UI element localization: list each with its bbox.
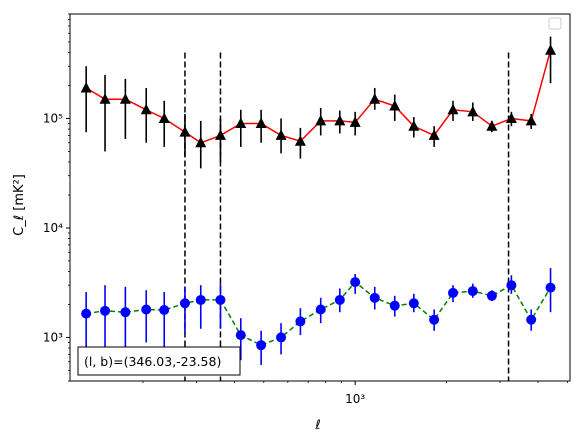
series-1-point: [334, 114, 346, 126]
series-1-point: [214, 129, 226, 140]
series-2-point: [429, 314, 440, 325]
series-2-point: [179, 298, 190, 309]
series-2-point: [235, 330, 246, 341]
series-2-point: [195, 294, 206, 305]
series-2-point: [215, 294, 226, 305]
series-2-point: [159, 305, 170, 316]
series-2-point: [276, 332, 287, 343]
y-axis-label: C_ℓ [mK²]: [12, 174, 27, 236]
series-2-point: [256, 340, 267, 351]
series-2-point: [295, 316, 306, 327]
series-1-point: [179, 126, 191, 137]
annotation-frame: [77, 346, 241, 376]
series-2-point: [315, 304, 326, 315]
series-2-point: [448, 287, 459, 298]
series-2-point: [486, 290, 497, 301]
x-tick-label: 10³: [345, 392, 365, 406]
series-1-point: [294, 135, 306, 146]
series-1-point: [315, 114, 327, 126]
series-1-point: [486, 120, 498, 131]
series-1-point: [428, 129, 440, 140]
series-1-point: [99, 93, 111, 104]
series-2-point: [545, 282, 556, 293]
series-2-point: [408, 298, 419, 309]
series-2-point: [81, 308, 92, 319]
annotation-text: (l, b)=(346.03,-23.58): [84, 354, 221, 369]
series-1-point: [349, 116, 361, 127]
y-tick-label: 10⁴: [43, 221, 63, 235]
series-1-point: [158, 112, 170, 123]
axes-frame: [69, 13, 571, 382]
series-1-point: [140, 103, 152, 115]
series-2-point: [526, 314, 537, 325]
series-2-point: [334, 294, 345, 305]
series-1-point: [275, 129, 287, 140]
series-2-point: [100, 305, 111, 316]
legend-box: [548, 17, 562, 30]
y-tick-label: 10⁵: [43, 111, 63, 125]
plot-area: [80, 36, 557, 381]
series-2-point: [120, 307, 131, 318]
series-2-point: [389, 300, 400, 311]
series-1-point: [119, 93, 131, 104]
series-1-point: [389, 99, 401, 111]
series-1-point: [505, 112, 517, 123]
annotation-box: (l, b)=(346.03,-23.58): [77, 346, 241, 376]
series-2-point: [350, 277, 361, 288]
series-2-point: [467, 286, 478, 297]
series-1-point: [545, 44, 557, 55]
series-1-point: [408, 120, 420, 131]
axes-ticks: 10³ 10³ 10⁴ 10⁵: [43, 13, 568, 406]
series-1-point: [235, 117, 247, 128]
series-1-point: [369, 93, 381, 104]
series-2-point: [141, 304, 152, 315]
series-1-point: [467, 105, 479, 117]
series-1-point: [447, 103, 459, 115]
series-1-point: [525, 114, 537, 126]
series-2-point: [369, 292, 380, 303]
y-tick-label: 10³: [43, 330, 63, 344]
x-axis-label: ℓ: [314, 418, 320, 433]
series-2-point: [506, 280, 517, 291]
series-1-point: [255, 117, 267, 128]
series-1-point: [80, 81, 92, 93]
series-1-point: [195, 136, 207, 148]
